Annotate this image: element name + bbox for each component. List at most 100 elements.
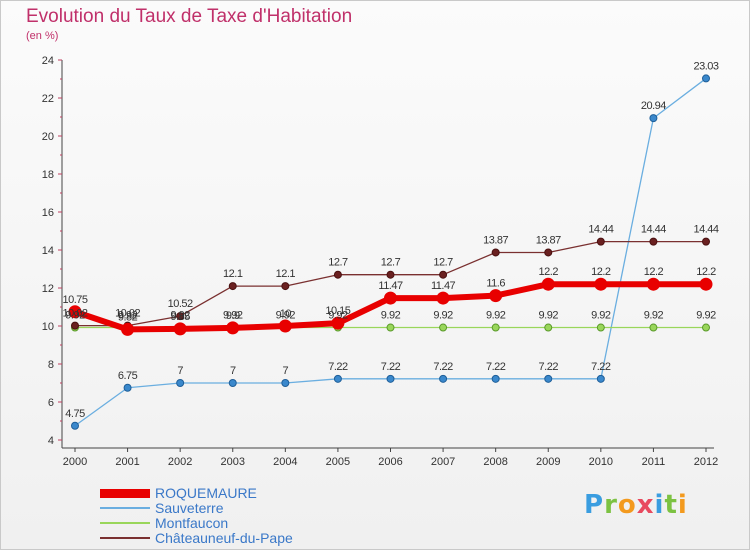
y-tick-label: 4 xyxy=(48,435,54,447)
x-tick-label: 2008 xyxy=(483,456,507,468)
data-point xyxy=(596,323,605,332)
data-point xyxy=(71,421,79,430)
y-tick-label: 14 xyxy=(42,245,54,257)
legend-label: Sauveterre xyxy=(155,500,224,516)
data-label: 7.22 xyxy=(433,361,453,373)
data-label: 4.75 xyxy=(65,408,85,420)
data-point xyxy=(68,305,82,319)
data-point xyxy=(173,322,187,336)
data-label: 9.9 xyxy=(226,310,240,322)
data-label: 10.15 xyxy=(325,305,350,317)
data-point xyxy=(544,323,553,332)
data-label: 7.22 xyxy=(539,361,559,373)
data-point xyxy=(544,374,553,383)
data-label: 20.94 xyxy=(641,100,666,112)
x-tick-label: 2010 xyxy=(589,456,613,468)
data-point xyxy=(699,277,713,291)
data-point xyxy=(226,321,240,335)
data-label: 10.02 xyxy=(62,308,87,320)
data-label: 10.75 xyxy=(62,294,87,306)
data-point xyxy=(702,74,710,83)
y-tick-label: 12 xyxy=(42,283,54,295)
data-point xyxy=(228,379,237,387)
y-tick-label: 8 xyxy=(48,359,54,371)
y-tick-label: 16 xyxy=(42,207,54,219)
x-tick-label: 2006 xyxy=(378,456,402,468)
data-label: 9.85 xyxy=(170,311,190,323)
data-point xyxy=(439,323,448,332)
data-point xyxy=(333,374,342,383)
data-label: 7.22 xyxy=(381,361,401,373)
data-label: 11.47 xyxy=(378,280,403,292)
x-tick-label: 2000 xyxy=(63,456,87,468)
data-point xyxy=(278,319,292,333)
data-point xyxy=(649,237,658,246)
data-label: 7 xyxy=(230,365,236,377)
data-point xyxy=(541,277,555,291)
series-line-1 xyxy=(74,77,707,427)
data-label: 9.92 xyxy=(381,310,401,322)
data-point xyxy=(436,291,450,305)
data-label: 7 xyxy=(283,365,289,377)
data-point xyxy=(649,114,658,123)
x-tick-label: 2009 xyxy=(536,456,560,468)
data-label: 9.92 xyxy=(696,310,716,322)
data-label: 9.92 xyxy=(170,310,190,322)
data-label: 6.75 xyxy=(118,370,138,382)
data-point xyxy=(439,270,448,279)
data-label: 11.47 xyxy=(431,280,456,292)
y-tick-label: 10 xyxy=(42,321,54,333)
data-label: 10 xyxy=(280,308,292,320)
x-tick-label: 2003 xyxy=(221,456,245,468)
data-label: 12.7 xyxy=(433,257,453,269)
data-label: 9.92 xyxy=(433,310,453,322)
line-chart: 4 6 8 10 12 14 16 18 20 22 24 2000 2001 2002 2003 2004 2… xyxy=(42,55,720,468)
x-tick-label: 2007 xyxy=(431,456,455,468)
data-point xyxy=(646,277,660,291)
data-label: 7.22 xyxy=(328,361,348,373)
data-label: 12.2 xyxy=(644,266,664,278)
data-label: 23.03 xyxy=(693,60,718,72)
y-tick-label: 6 xyxy=(48,397,54,409)
data-point xyxy=(439,374,448,383)
data-label: 9.82 xyxy=(118,311,138,323)
data-point xyxy=(594,277,608,291)
data-label: 9.92 xyxy=(644,310,664,322)
legend-swatch xyxy=(100,488,150,498)
data-label: 12.7 xyxy=(381,257,401,269)
data-label: 14.44 xyxy=(641,224,666,236)
data-label: 12.1 xyxy=(223,268,243,280)
data-point xyxy=(384,291,397,305)
data-label: 12.2 xyxy=(539,266,559,278)
data-label: 9.92 xyxy=(539,310,559,322)
data-point xyxy=(331,316,345,330)
data-point xyxy=(702,323,710,332)
x-tick-label: 2012 xyxy=(694,456,718,468)
data-point xyxy=(596,237,605,246)
legend-label: Montfaucon xyxy=(155,515,229,531)
data-point xyxy=(386,323,395,332)
data-label: 7.22 xyxy=(591,361,611,373)
data-point xyxy=(71,321,79,330)
data-point xyxy=(386,374,395,383)
data-label: 12.2 xyxy=(696,266,716,278)
data-label: 11.6 xyxy=(486,278,505,290)
data-label: 7.22 xyxy=(486,361,506,373)
data-label: 9.92 xyxy=(328,310,348,322)
data-label: 9.92 xyxy=(591,310,611,322)
data-point xyxy=(333,270,342,279)
data-point xyxy=(596,374,605,383)
data-point xyxy=(121,322,135,336)
legend-swatch xyxy=(100,507,150,509)
chart-subtitle: (en %) xyxy=(26,30,59,42)
data-label: 9.92 xyxy=(65,310,85,322)
x-tick-label: 2005 xyxy=(326,456,350,468)
y-tick-label: 20 xyxy=(42,131,54,143)
data-label: 13.87 xyxy=(536,234,561,246)
data-label: 13.87 xyxy=(483,234,508,246)
data-label: 12.2 xyxy=(591,266,611,278)
data-point xyxy=(176,379,185,387)
data-label: 12.1 xyxy=(276,268,296,280)
data-point xyxy=(544,248,553,257)
data-point xyxy=(176,312,185,321)
